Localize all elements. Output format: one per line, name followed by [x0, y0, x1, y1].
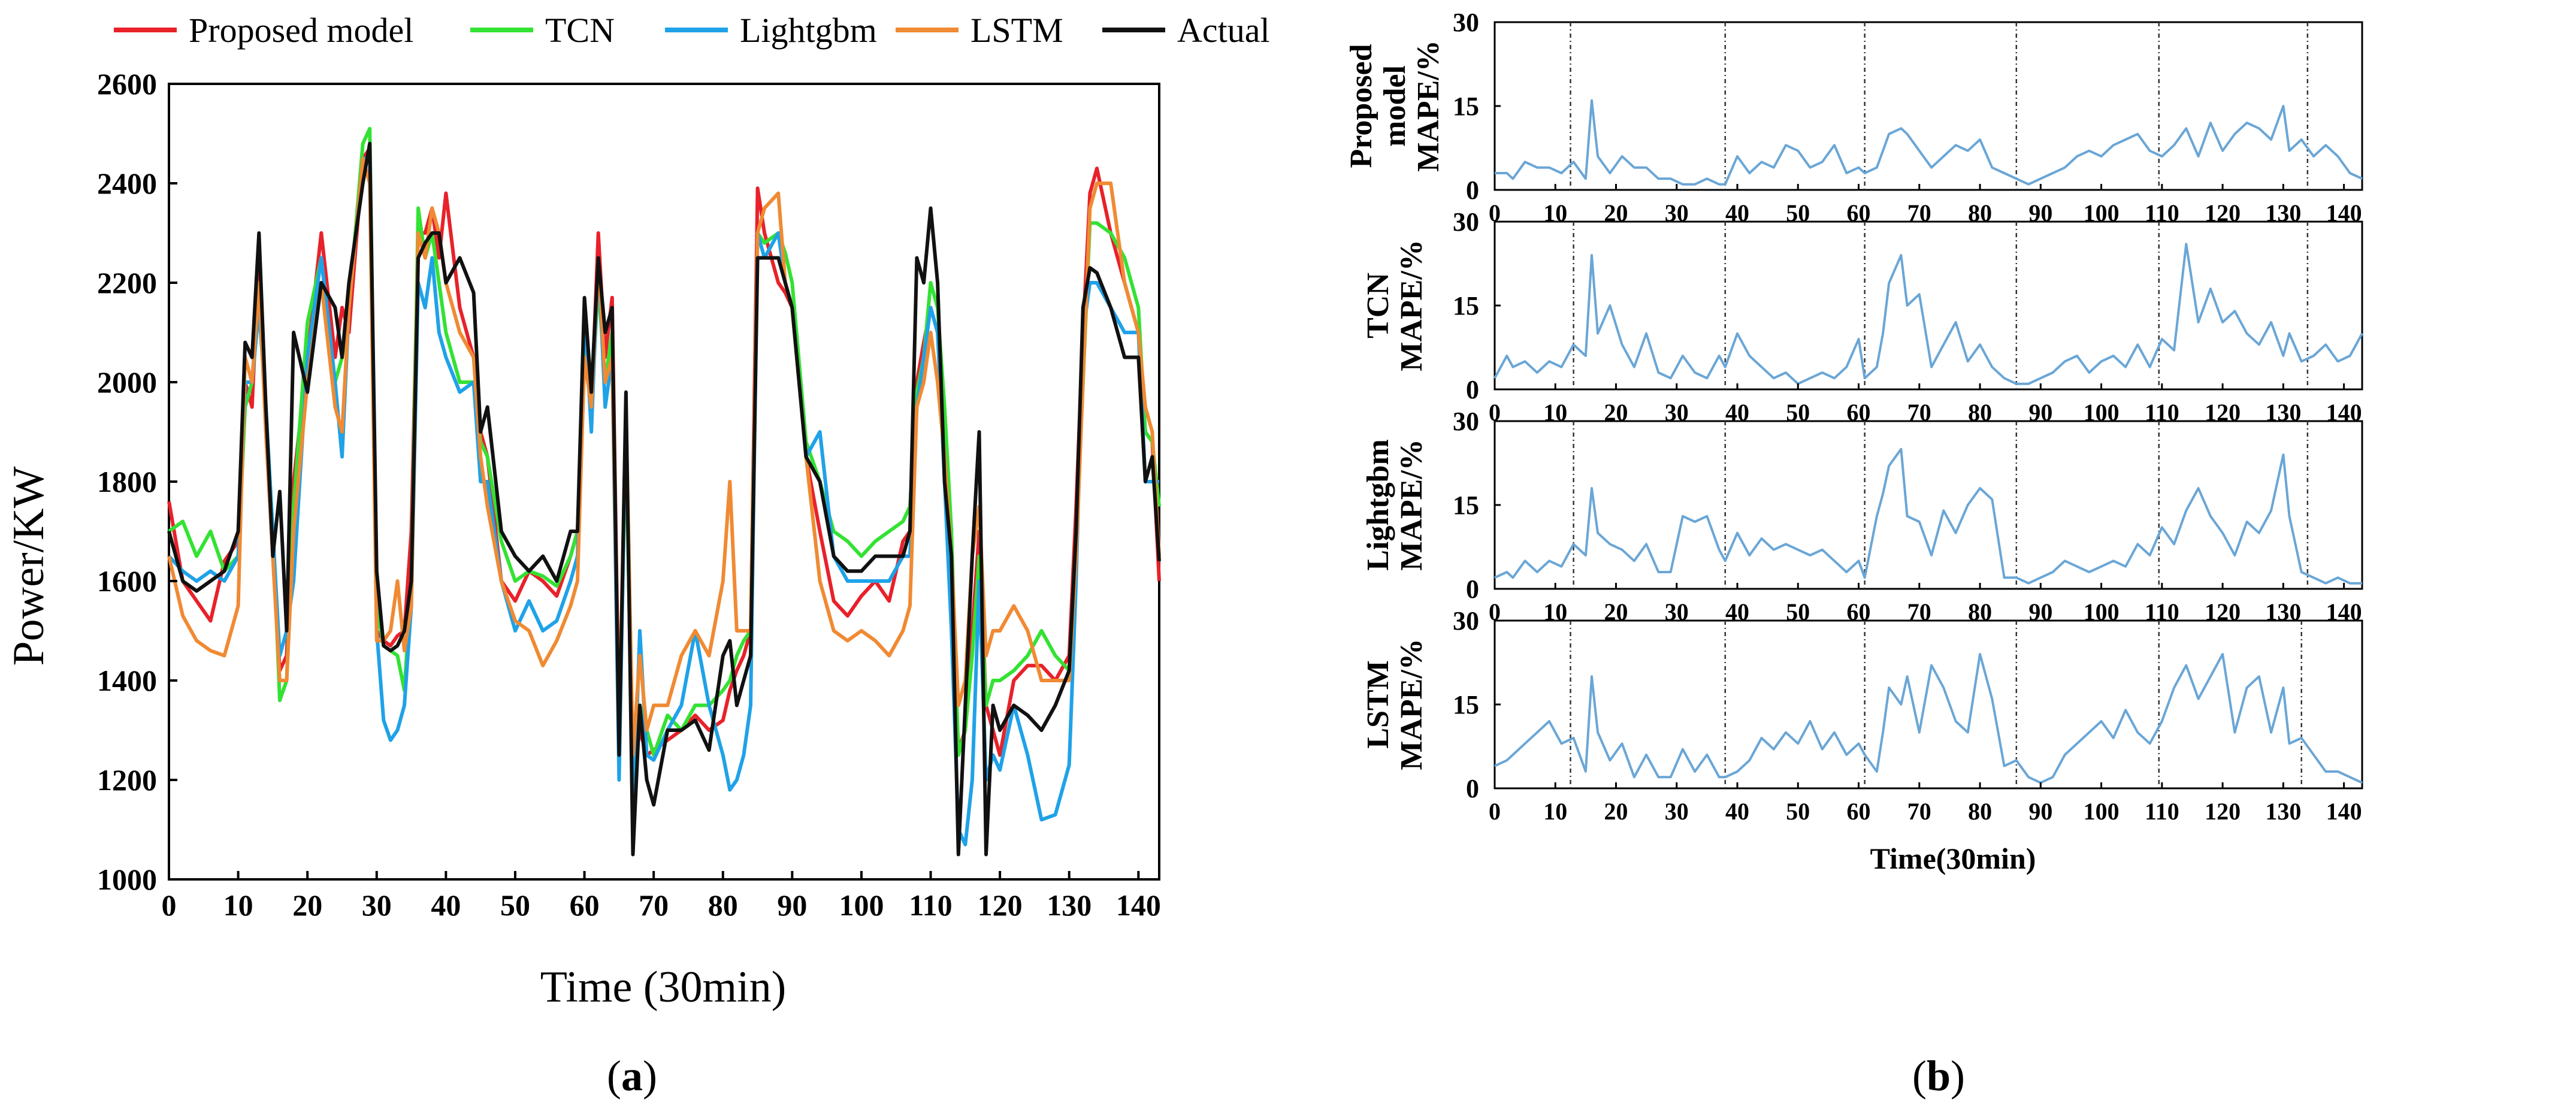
mape-x-tick-label: 0 — [1489, 598, 1501, 625]
panel-a-x-tick-label: 70 — [639, 888, 669, 922]
panel-a-y-tick-label: 2200 — [97, 266, 157, 300]
legend-label-proposed: Proposed model — [189, 11, 413, 50]
panel-a-x-tick-label: 60 — [570, 888, 600, 922]
panel-a-y-tick-label: 1200 — [97, 763, 157, 797]
mape-x-tick-label: 20 — [1604, 798, 1628, 825]
mape-y-tick-label: 0 — [1466, 774, 1479, 803]
mape-line — [1495, 99, 2363, 186]
mape-x-tick-label: 40 — [1725, 798, 1749, 825]
mape-y-axis-label: LSTMMAPE/% — [1361, 639, 1429, 770]
panel-a-y-tick-label: 1400 — [97, 664, 157, 697]
mape-line — [1494, 653, 2363, 784]
panel-a-x-tick-label: 120 — [978, 888, 1023, 922]
panel-a-x-tick-label: 40 — [431, 888, 461, 922]
mape-y-axis-label-line: Lightgbm — [1361, 439, 1395, 571]
mape-x-tick-label: 60 — [1847, 798, 1871, 825]
mape-y-axis-label: TCNMAPE/% — [1361, 240, 1429, 371]
panel-a-x-tick-label: 90 — [777, 888, 807, 922]
panel-a-y-tick-label: 1800 — [97, 465, 157, 498]
mape-y-axis-label-line: LSTM — [1361, 660, 1395, 748]
legend-label-lstm: LSTM — [970, 11, 1063, 50]
mape-y-axis-label-line: MAPE/% — [1395, 639, 1429, 770]
mape-y-tick-label: 0 — [1466, 375, 1479, 404]
panel-a-y-tick-label: 2600 — [97, 67, 157, 101]
mape-y-tick-label: 0 — [1466, 176, 1479, 205]
panel-a-x-axis-label: Time (30min) — [540, 963, 786, 1012]
mape-y-axis-label: LightgbmMAPE/% — [1361, 439, 1429, 571]
panel-a-ticks: 0 10 20 30 40 50 60 70 80 90 100 110 120 130 140 1000 12… — [97, 67, 1161, 922]
panel-a-x-tick-label: 50 — [500, 888, 530, 922]
panel-a-y-tick-label: 1000 — [97, 863, 157, 896]
mape-y-axis-label-line: MAPE/% — [1395, 439, 1429, 571]
mape-line — [1493, 243, 2363, 385]
mape-x-tick-label: 0 — [1489, 399, 1501, 426]
mape-x-tick-label: 140 — [2326, 798, 2362, 825]
mape-x-tick-label: 110 — [2145, 798, 2179, 825]
mape-y-tick-label: 15 — [1453, 690, 1479, 719]
panel-a-x-tick-label: 140 — [1116, 888, 1161, 922]
panel-a-x-tick-label: 20 — [292, 888, 322, 922]
panel-a-line-chart: Proposed model TCN Lightgbm LSTM Actual 0 10 2… — [4, 11, 1270, 1100]
mape-x-tick-label: 90 — [2028, 798, 2052, 825]
mape-x-tick-label: 80 — [1968, 798, 1992, 825]
mape-y-axis-label-line: TCN — [1361, 273, 1395, 338]
panel-a-x-tick-label: 110 — [909, 888, 952, 922]
mape-x-tick-label: 130 — [2265, 798, 2301, 825]
legend-label-tcn: TCN — [545, 11, 615, 50]
mape-y-tick-label: 30 — [1453, 8, 1479, 37]
mape-y-axis-label: ProposedmodelMAPE/% — [1344, 40, 1446, 172]
panel-a-y-tick-label: 1600 — [97, 564, 157, 598]
panel-a-x-tick-label: 130 — [1047, 888, 1092, 922]
panel-b-label: (b) — [1912, 1052, 1965, 1100]
panel-a-x-tick-label: 10 — [223, 888, 253, 922]
mape-x-tick-label: 100 — [2084, 798, 2120, 825]
legend-label-actual: Actual — [1177, 11, 1270, 50]
mape-x-tick-label: 0 — [1489, 199, 1501, 226]
panel-a-x-tick-label: 0 — [162, 888, 177, 922]
panel-a-y-axis-label: Power/KW — [4, 466, 53, 666]
mape-line — [1494, 447, 2362, 585]
mape-y-axis-label-line: Proposed — [1344, 44, 1378, 168]
mape-y-tick-label: 30 — [1453, 407, 1479, 436]
mape-x-tick-label: 50 — [1786, 798, 1810, 825]
mape-y-tick-label: 15 — [1453, 491, 1479, 520]
mape-y-tick-label: 15 — [1453, 291, 1479, 320]
panel-a-x-tick-label: 80 — [708, 888, 738, 922]
mape-y-axis-label-line: MAPE/% — [1395, 240, 1429, 371]
mape-subplot-lstm: 0 15 30 0 10 20 30 40 50 60 70 80 90 100 110 120 130 140 L… — [1361, 606, 2363, 825]
mape-y-tick-label: 0 — [1466, 574, 1479, 604]
series-line-actual — [167, 141, 1161, 857]
mape-y-tick-label: 30 — [1453, 606, 1479, 636]
mape-x-tick-label: 30 — [1665, 798, 1689, 825]
legend-label-lightgbm: Lightgbm — [740, 11, 877, 50]
panel-a-y-tick-label: 2400 — [97, 167, 157, 200]
mape-y-tick-label: 15 — [1453, 92, 1479, 121]
panel-a-y-tick-label: 2000 — [97, 365, 157, 399]
mape-y-axis-label-line: model — [1378, 65, 1412, 147]
panel-b-x-axis-label: Time(30min) — [1870, 842, 2036, 875]
mape-x-tick-label: 0 — [1489, 798, 1501, 825]
panel-a-legend: Proposed model TCN Lightgbm LSTM Actual — [114, 11, 1270, 50]
mape-x-tick-label: 70 — [1907, 798, 1931, 825]
panel-a-label: (a) — [607, 1052, 657, 1100]
mape-x-tick-label: 10 — [1543, 798, 1567, 825]
panel-a-x-tick-label: 30 — [362, 888, 392, 922]
mape-y-axis-label-line: MAPE/% — [1411, 40, 1446, 172]
panel-a-series — [167, 126, 1161, 857]
mape-x-tick-label: 120 — [2205, 798, 2241, 825]
panel-a-x-tick-label: 100 — [839, 888, 884, 922]
mape-y-tick-label: 30 — [1453, 207, 1479, 237]
